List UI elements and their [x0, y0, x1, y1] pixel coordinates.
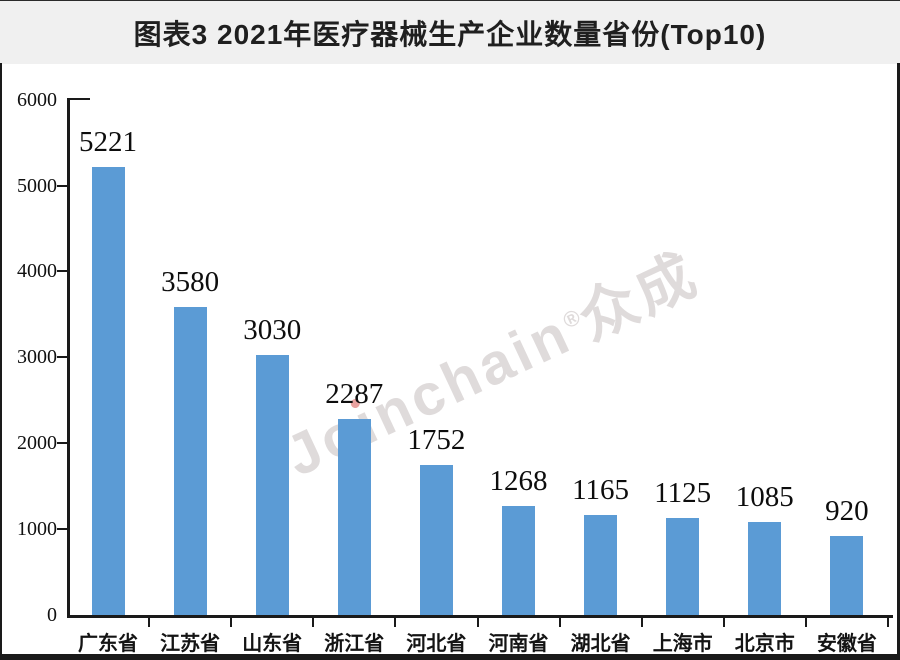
x-axis-tick — [804, 618, 807, 627]
y-axis-tick-label: 3000 — [17, 346, 57, 369]
x-axis-tick — [230, 618, 233, 627]
bar — [830, 535, 864, 615]
x-axis-tick — [312, 618, 315, 627]
x-axis-line — [67, 615, 893, 618]
bar-value-label: 1165 — [572, 473, 630, 506]
bar-value-label: 920 — [825, 494, 869, 527]
bar-value-label: 1125 — [654, 477, 712, 510]
bar-value-label: 3030 — [243, 313, 302, 346]
bar — [419, 464, 453, 615]
x-axis-tick — [148, 618, 151, 627]
y-axis-tick-label: 1000 — [17, 518, 57, 541]
x-axis-category-label: 江苏省 — [160, 633, 221, 655]
bar-value-label: 1268 — [489, 465, 548, 498]
chart-title: 图表3 2021年医疗器械生产企业数量省份(Top10) — [133, 18, 767, 50]
x-axis-category-label: 上海市 — [652, 633, 713, 655]
bar — [91, 166, 125, 615]
bar — [666, 518, 700, 615]
bar — [255, 354, 289, 615]
frame-border-left — [0, 63, 2, 660]
x-axis-category-label: 北京市 — [734, 633, 795, 655]
y-axis-tick-label: 6000 — [17, 88, 57, 111]
y-axis-top-cap — [70, 98, 90, 100]
x-axis-tick — [476, 618, 479, 627]
y-axis-tick-label: 2000 — [17, 432, 57, 455]
bar — [584, 514, 618, 615]
bar — [502, 506, 535, 615]
x-axis-tick — [558, 618, 561, 627]
bar — [173, 307, 207, 615]
bar-value-label: 2287 — [325, 377, 384, 410]
bar-value-label: 1085 — [735, 480, 794, 513]
bar-value-label: 3580 — [161, 266, 220, 299]
x-axis-category-label: 安徽省 — [816, 633, 877, 655]
bar-value-label: 5221 — [79, 125, 137, 158]
x-axis-tick — [887, 618, 889, 627]
y-axis-tick-label: 4000 — [17, 260, 57, 283]
bar-value-label: 1752 — [407, 423, 466, 456]
y-axis-tick — [57, 184, 70, 187]
frame-border-bottom — [0, 654, 900, 660]
y-axis-tick — [57, 356, 70, 359]
frame-border-right — [897, 63, 900, 660]
bar — [748, 521, 782, 615]
bar — [337, 418, 371, 615]
x-axis-category-label: 湖北省 — [570, 633, 631, 655]
y-axis-tick-label: 5000 — [17, 174, 57, 197]
x-axis-category-label: 广东省 — [78, 633, 138, 655]
x-axis-tick — [722, 618, 725, 627]
x-axis-category-label: 河南省 — [488, 633, 549, 655]
x-axis-category-label: 山东省 — [242, 633, 303, 655]
x-axis-category-label: 浙江省 — [324, 633, 385, 655]
y-axis-tick — [57, 442, 70, 445]
x-axis-category-label: 河北省 — [406, 633, 467, 655]
y-axis-tick — [57, 528, 70, 531]
x-axis-tick — [640, 618, 643, 627]
x-axis-tick — [394, 618, 397, 627]
title-band: 图表3 2021年医疗器械生产企业数量省份(Top10) — [0, 0, 900, 64]
y-axis-tick-label: 0 — [47, 604, 57, 626]
y-axis-tick — [57, 270, 70, 273]
